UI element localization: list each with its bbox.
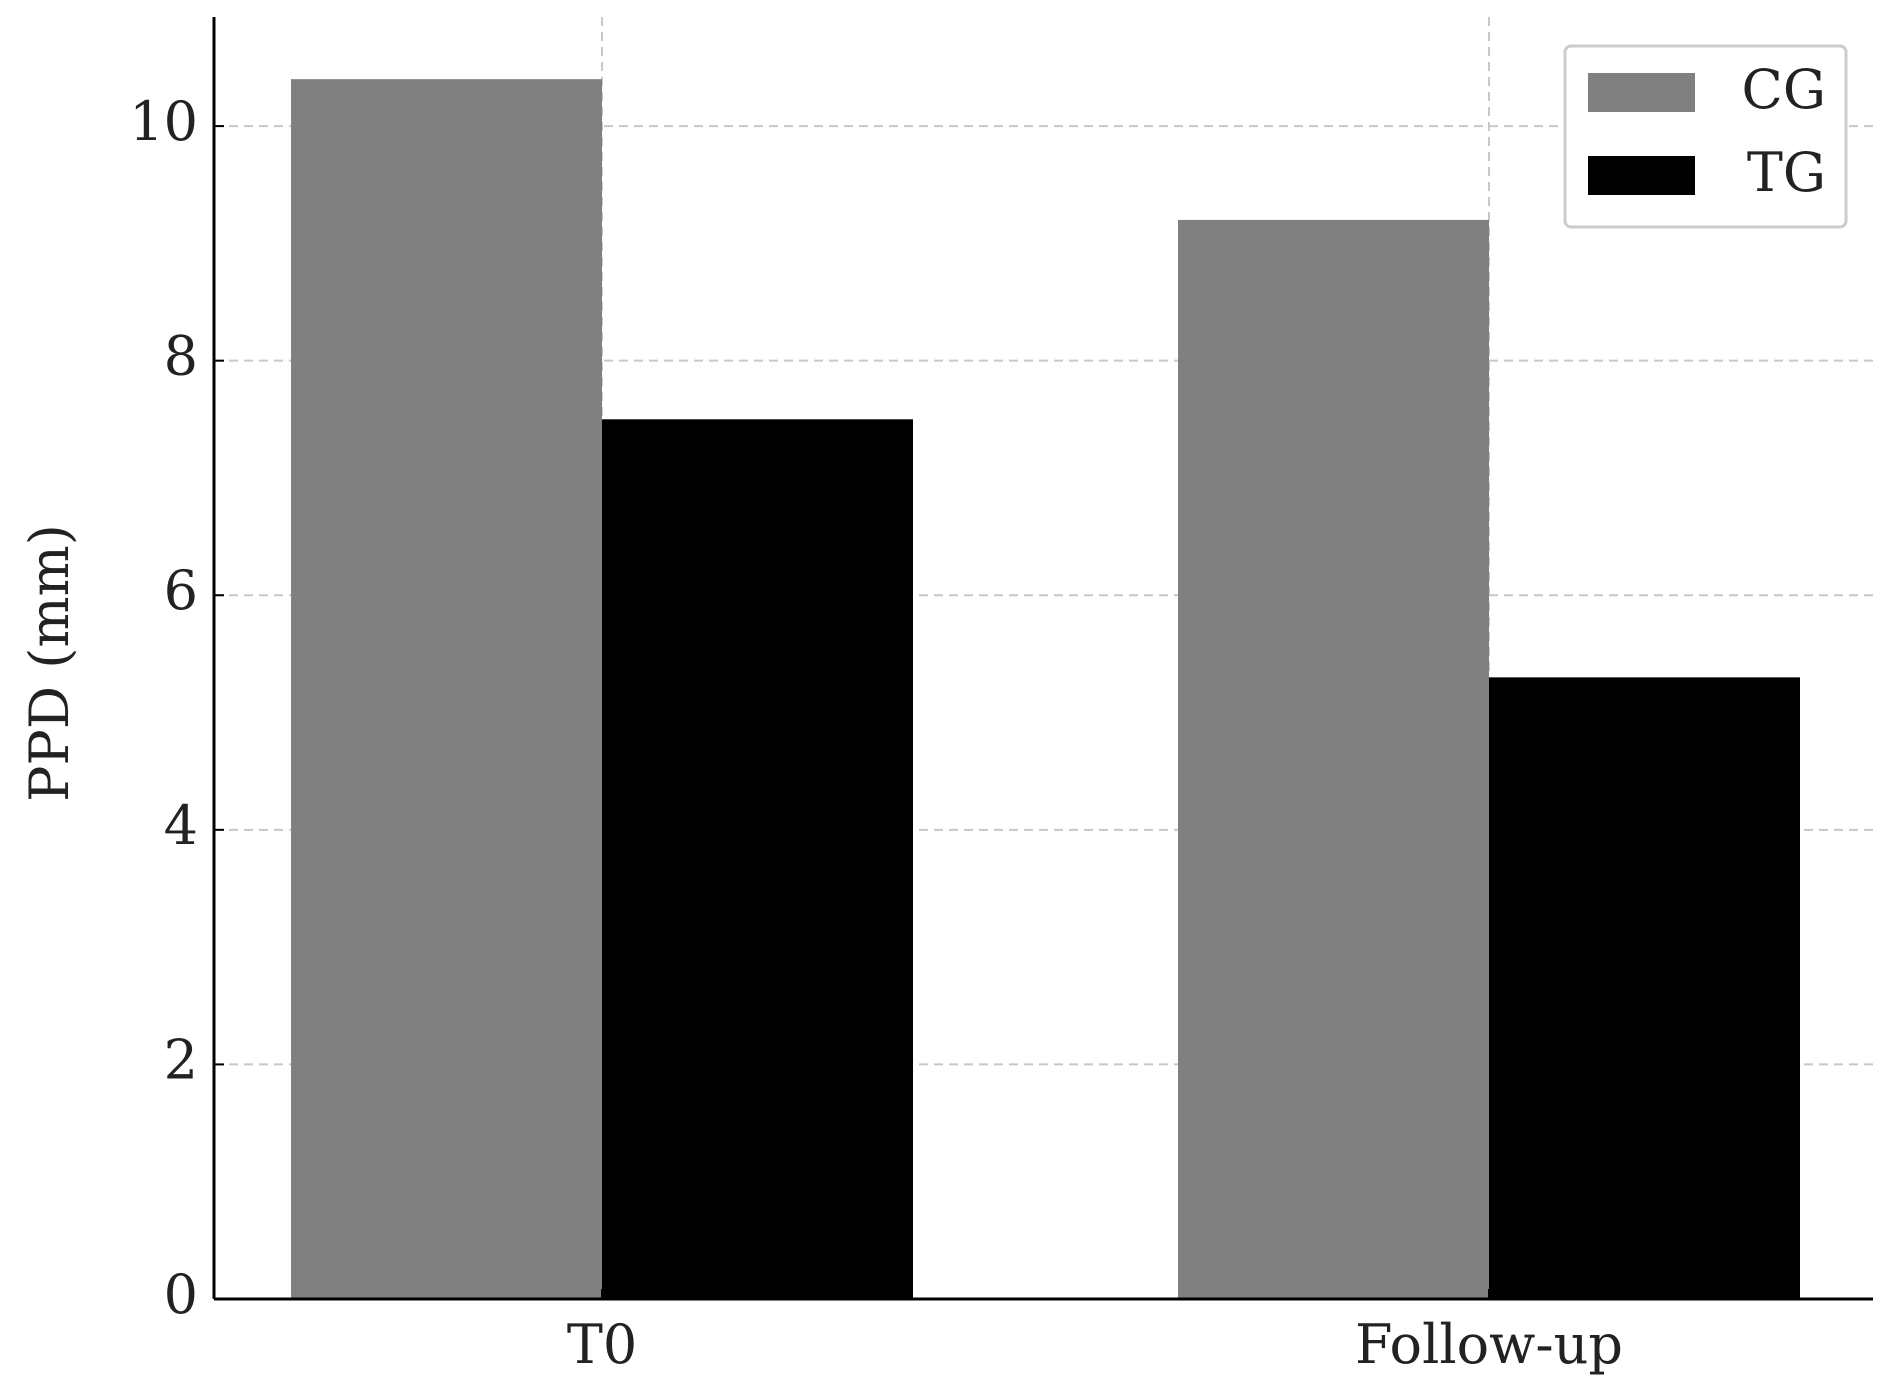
y-tick-label: 0 bbox=[164, 1263, 198, 1326]
y-tick-label: 4 bbox=[164, 794, 198, 857]
legend-label: TG bbox=[1747, 141, 1826, 204]
bar bbox=[1489, 677, 1800, 1299]
y-axis-label: PPD (mm) bbox=[18, 524, 81, 802]
x-tick-label: Follow-up bbox=[1355, 1313, 1623, 1376]
x-tick-label: T0 bbox=[567, 1313, 637, 1376]
bar bbox=[602, 419, 913, 1300]
bar bbox=[1178, 219, 1489, 1299]
bar bbox=[291, 79, 602, 1300]
y-tick-label: 10 bbox=[129, 90, 198, 153]
legend-swatch bbox=[1588, 73, 1695, 112]
y-tick-label: 2 bbox=[164, 1028, 198, 1091]
y-tick-label: 6 bbox=[164, 559, 198, 622]
legend-label: CG bbox=[1742, 58, 1826, 121]
legend-swatch bbox=[1588, 156, 1695, 195]
y-tick-label: 8 bbox=[164, 325, 198, 388]
